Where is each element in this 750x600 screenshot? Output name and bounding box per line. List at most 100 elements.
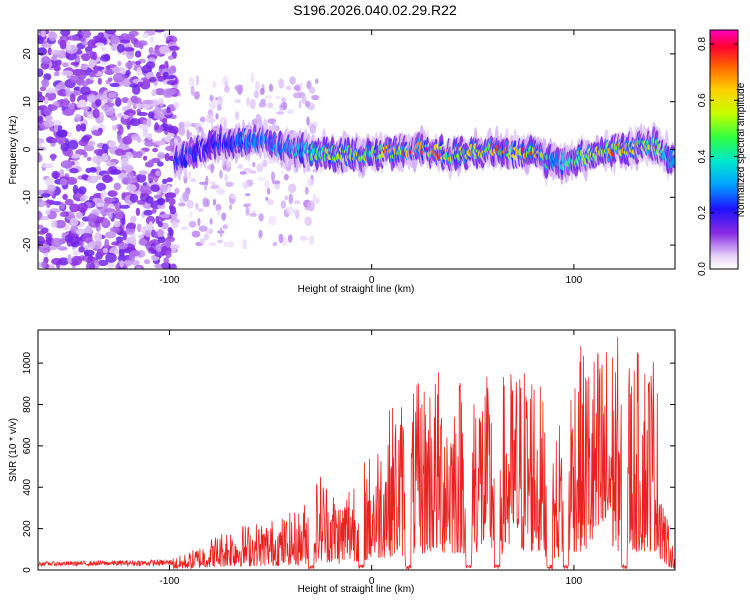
spectrogram-noise-blob [105,252,117,263]
spectrogram-noise-blob [139,184,152,194]
spectrogram-noise-blob [157,237,166,244]
spectrogram-noise-blob [95,99,102,107]
spectrogram-noise-blob [41,78,49,88]
spectrogram-noise-blob [130,233,136,242]
spectrogram-noise-blob [182,191,190,202]
spectrogram-noise-blob [108,140,117,148]
spectrogram-noise-blob [59,39,67,49]
spectrogram-noise-blob [304,216,313,227]
spectrogram-noise-blob [77,71,87,80]
spectrogram-noise-blob [113,182,122,191]
spectrogram-noise-blob [69,203,80,213]
spectrogram-noise-blob [155,244,161,253]
spectrogram-noise-blob [128,83,139,88]
spectrogram-noise-blob [174,187,180,195]
spectrogram-noise-blob [210,163,215,174]
spectrogram-noise-blob [157,197,165,206]
spectrogram-noise-blob [121,157,129,167]
spectrogram-noise-blob [77,202,88,213]
spectrogram-noise-blob [142,32,149,38]
spectrogram-noise-blob [101,152,109,162]
spectrogram-noise-blob [171,220,179,229]
spectrogram-noise-blob [87,175,99,184]
spectrogram-noise-blob [136,67,142,76]
spectrogram-noise-blob [178,126,185,136]
spectrogram-noise-blob [51,220,58,228]
spectrogram-noise-blob [136,173,147,183]
spectrogram-noise-blob [136,111,148,117]
spectrogram-noise-blob [258,229,263,239]
spectrogram-noise-blob [148,159,155,165]
spectrogram-noise-blob [252,161,256,168]
spectrogram-noise-blob [230,194,237,200]
spectrogram-noise-blob [165,239,171,249]
spectrogram-noise-blob [55,59,62,66]
spectrogram-noise-blob [306,178,314,187]
spectrogram-noise-blob [48,264,56,269]
snr-x-label: Height of straight line (km) [298,584,415,595]
spectrogram-noise-blob [143,209,153,216]
spectrogram-noise-blob [129,118,141,127]
spectrogram-noise-blob [242,239,248,250]
spectrogram-y-tick-label: -20 [22,237,33,252]
spectrogram-noise-blob [211,80,217,88]
spectrogram-noise-blob [208,99,218,110]
spectrogram-noise-blob [170,263,177,269]
spectrogram-noise-blob [92,197,103,203]
spectrogram-noise-blob [183,121,192,128]
spectrogram-noise-blob [38,115,44,124]
spectrogram-noise-blob [151,208,157,214]
spectrogram-noise-blob [308,86,316,94]
spectrogram-noise-blob [103,208,116,213]
spectrogram-noise-blob [104,238,110,249]
spectrogram-noise-blob [123,259,133,267]
spectrogram-noise-blob [165,192,177,199]
spectrogram-noise-blob [219,169,223,179]
spectrogram-noise-blob [217,239,223,244]
spectrogram-noise-blob [66,52,77,61]
spectrogram-noise-blob [154,30,165,33]
spectrogram-noise-blob [59,202,65,210]
spectrogram-x-tick-label: 0 [369,275,375,286]
spectrogram-noise-blob [40,193,51,198]
spectrogram-x-tick-label: 100 [566,275,583,286]
spectrogram-noise-blob [281,169,285,176]
snr-x-axis: -100 0 100 [159,330,583,587]
spectrogram-noise-blob [38,152,41,162]
spectrogram-noise-blob [157,97,164,104]
spectrogram-noise-blob [166,106,171,114]
spectrogram-noise-blob [81,30,92,39]
spectrogram-noise-blob [75,149,87,156]
snr-series-line [38,336,675,570]
spectrogram-noise-blob [95,42,105,47]
spectrogram-noise-blob [125,227,136,235]
spectrogram-noise-blob [69,217,79,227]
spectrogram-noise-blob [104,231,117,239]
spectrogram-noise-blob [239,171,247,175]
spectrogram-noise-blob [87,140,96,147]
spectrogram-noise-blob [57,246,68,251]
spectrogram-y-tick-label: -10 [22,190,33,205]
spectrogram-noise-blob [186,199,194,209]
spectrogram-noise-blob [234,111,240,120]
spectrogram-noise-blob [93,65,98,75]
spectrogram-noise-blob [154,122,159,131]
spectrogram-noise-blob [47,184,56,192]
snr-frame [37,329,676,571]
spectrogram-noise-blob [217,95,224,106]
spectrogram-noise-blob [315,78,319,84]
spectrogram-noise-blob [109,227,121,233]
snr-y-tick-label: 200 [22,520,33,537]
spectrogram-noise-blob [224,173,229,182]
spectrogram-noise-blob [159,64,166,70]
spectrogram-noise-blob [45,88,56,94]
spectrogram-noise-blob [111,169,121,175]
spectrogram-noise-blob [54,219,66,229]
spectrogram-noise-blob [169,204,174,211]
snr-panel: -100 0 100 0 200 400 600 800 1000 Height of str… [8,329,676,595]
spectrogram-noise-blob [167,55,174,60]
spectrogram-noise-blob [92,108,100,119]
spectrogram-noise-blob [51,237,63,248]
spectrogram-noise-blob [301,96,307,104]
